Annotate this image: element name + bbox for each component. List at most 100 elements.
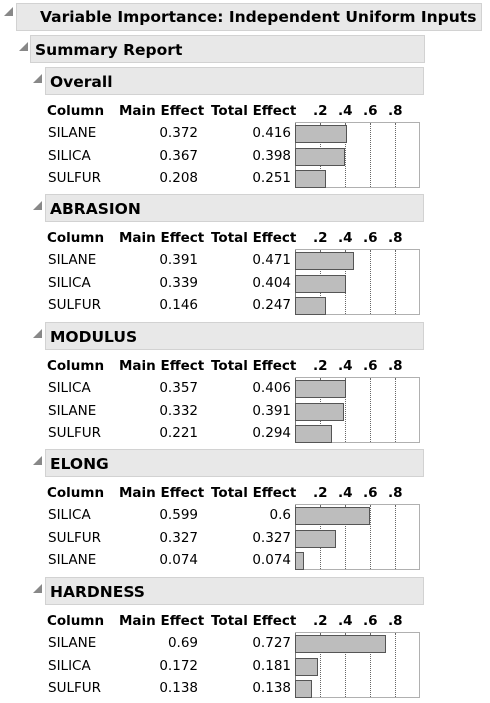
- row-total-effect: 0.074: [252, 552, 291, 568]
- axis-tick-label: .2: [313, 485, 328, 501]
- row-main-effect: 0.138: [159, 680, 198, 696]
- bar-chart-box: [295, 632, 420, 698]
- axis-tick-label: .2: [313, 358, 328, 374]
- row-main-effect: 0.172: [159, 657, 198, 674]
- total-effect-bar: [295, 402, 344, 421]
- total-effect-header: Total Effect: [211, 103, 297, 119]
- row-total-effect: 0.6: [269, 507, 291, 523]
- row-column-name: SILICA: [48, 274, 91, 291]
- row-main-effect: 0.074: [159, 552, 198, 568]
- section-header: [45, 322, 424, 350]
- row-column-name: SILANE: [48, 552, 97, 568]
- row-main-effect: 0.372: [159, 125, 198, 141]
- row-column-name: SULFUR: [48, 680, 101, 696]
- collapse-triangle-icon[interactable]: [33, 74, 42, 83]
- report-title: Variable Importance: Independent Uniform…: [40, 8, 477, 26]
- total-effect-bar: [295, 425, 332, 443]
- row-column-name: SULFUR: [48, 529, 101, 546]
- main-effect-header: Main Effect: [119, 358, 205, 374]
- axis-tick-label: .6: [363, 103, 378, 119]
- row-column-name: SILICA: [48, 657, 91, 674]
- row-column-name: SILANE: [48, 125, 97, 141]
- row-total-effect: 0.181: [252, 657, 291, 674]
- axis-tick-label: .8: [388, 485, 403, 501]
- total-effect-bar: [295, 170, 326, 188]
- total-effect-bar: [295, 657, 318, 676]
- chart-gridline: [370, 378, 371, 442]
- row-total-effect: 0.294: [252, 425, 291, 441]
- axis-tick-label: .6: [363, 230, 378, 246]
- axis-tick-label: .4: [338, 103, 353, 119]
- axis-tick-label: .8: [388, 103, 403, 119]
- collapse-triangle-icon[interactable]: [19, 42, 28, 51]
- chart-gridline: [395, 250, 396, 314]
- axis-tick-label: .4: [338, 485, 353, 501]
- bar-chart-box: [295, 504, 420, 570]
- row-main-effect: 0.367: [159, 147, 198, 164]
- axis-tick-label: .8: [388, 358, 403, 374]
- main-effect-header: Main Effect: [119, 485, 205, 501]
- total-effect-bar: [295, 529, 336, 548]
- row-total-effect: 0.404: [252, 274, 291, 291]
- total-effect-header: Total Effect: [211, 230, 297, 246]
- total-effect-bar: [295, 380, 346, 398]
- section-title: MODULUS: [50, 328, 138, 346]
- chart-gridline: [345, 123, 346, 187]
- row-main-effect: 0.332: [159, 402, 198, 419]
- row-total-effect: 0.391: [252, 402, 291, 419]
- collapse-triangle-icon[interactable]: [33, 329, 42, 338]
- row-column-name: SILICA: [48, 507, 91, 523]
- row-main-effect: 0.221: [159, 425, 198, 441]
- collapse-triangle-icon[interactable]: [33, 201, 42, 210]
- row-column-name: SILICA: [48, 147, 91, 164]
- row-total-effect: 0.247: [252, 297, 291, 313]
- axis-tick-label: .2: [313, 230, 328, 246]
- total-effect-bar: [295, 274, 346, 293]
- total-effect-bar: [295, 635, 386, 653]
- total-effect-header: Total Effect: [211, 358, 297, 374]
- report-header: [16, 3, 482, 31]
- row-total-effect: 0.727: [252, 635, 291, 651]
- row-total-effect: 0.398: [252, 147, 291, 164]
- row-column-name: SULFUR: [48, 425, 101, 441]
- total-effect-header: Total Effect: [211, 485, 297, 501]
- summary-title: Summary Report: [35, 41, 183, 59]
- axis-tick-label: .2: [313, 103, 328, 119]
- column-header: Column: [47, 358, 105, 374]
- row-total-effect: 0.251: [252, 170, 291, 186]
- total-effect-bar: [295, 507, 370, 525]
- bar-chart-box: [295, 122, 420, 188]
- axis-tick-label: .6: [363, 613, 378, 629]
- row-main-effect: 0.599: [159, 507, 198, 523]
- total-effect-bar: [295, 552, 304, 570]
- chart-gridline: [395, 505, 396, 569]
- section-title: ELONG: [50, 455, 109, 473]
- total-effect-bar: [295, 125, 347, 143]
- row-total-effect: 0.138: [252, 680, 291, 696]
- total-effect-bar: [295, 252, 354, 270]
- section-title: ABRASION: [50, 200, 141, 218]
- row-column-name: SILANE: [48, 252, 97, 268]
- axis-tick-label: .6: [363, 358, 378, 374]
- row-main-effect: 0.339: [159, 274, 198, 291]
- axis-tick-label: .4: [338, 230, 353, 246]
- row-column-name: SILICA: [48, 380, 91, 396]
- chart-gridline: [395, 378, 396, 442]
- chart-gridline: [345, 378, 346, 442]
- section-header: [45, 67, 424, 95]
- chart-gridline: [320, 633, 321, 697]
- chart-gridline: [395, 123, 396, 187]
- row-column-name: SILANE: [48, 402, 97, 419]
- row-column-name: SULFUR: [48, 297, 101, 313]
- row-main-effect: 0.391: [159, 252, 198, 268]
- column-header: Column: [47, 103, 105, 119]
- total-effect-bar: [295, 680, 312, 698]
- row-main-effect: 0.327: [159, 529, 198, 546]
- row-total-effect: 0.406: [252, 380, 291, 396]
- collapse-triangle-icon[interactable]: [4, 7, 13, 16]
- row-main-effect: 0.208: [159, 170, 198, 186]
- collapse-triangle-icon[interactable]: [33, 584, 42, 593]
- section-title: Overall: [50, 73, 113, 91]
- collapse-triangle-icon[interactable]: [33, 456, 42, 465]
- chart-gridline: [370, 250, 371, 314]
